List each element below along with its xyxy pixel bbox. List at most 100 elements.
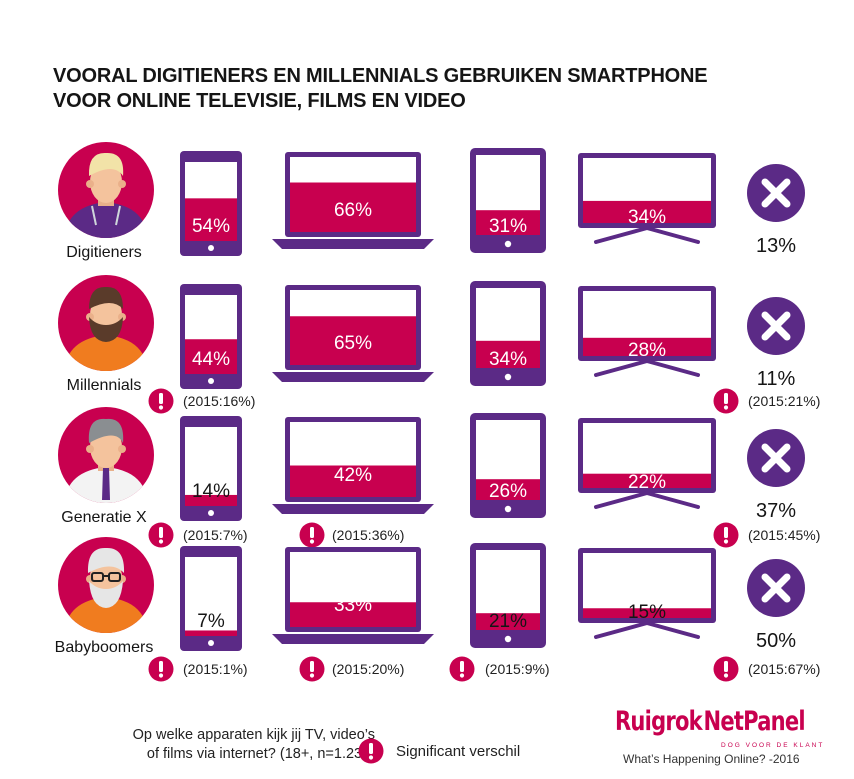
tv-fill xyxy=(583,473,711,488)
tv-value: 28% xyxy=(628,340,666,361)
none-icon xyxy=(747,429,805,487)
laptop-value: 66% xyxy=(334,200,372,221)
significant-difference-icon xyxy=(299,522,325,548)
avatar-genx xyxy=(58,407,154,503)
laptop-fill xyxy=(290,602,416,627)
significant-difference-icon xyxy=(148,388,174,414)
none-value: 13% xyxy=(756,235,796,257)
tv-icon xyxy=(578,548,716,639)
brand-tagline: DOG VOOR DE KLANT xyxy=(721,742,825,749)
tablet-value: 21% xyxy=(489,611,527,632)
comparison-2015: (2015:21%) xyxy=(748,393,820,409)
significant-difference-icon xyxy=(713,522,739,548)
smartphone-icon xyxy=(180,546,242,651)
brand-name-right: NetPanel xyxy=(703,705,805,737)
brand-logo: Ruigrok NetPanel DOG VOOR DE KLANT What’… xyxy=(615,704,837,767)
smartphone-icon xyxy=(180,151,242,256)
laptop-value: 42% xyxy=(334,465,372,486)
smartphone-fill xyxy=(185,494,237,506)
tablet-icon xyxy=(470,543,546,648)
comparison-2015: (2015:9%) xyxy=(485,661,550,677)
avatar-mill xyxy=(58,275,154,371)
chart-title: VOORAL DIGITIENERS EN MILLENNIALS GEBRUI… xyxy=(53,64,813,114)
row-generatie-x: Generatie X 14% 42% 26% 22% 37% (2015:7%) (2015… xyxy=(58,407,820,548)
laptop-icon xyxy=(272,152,434,249)
laptop-icon xyxy=(272,285,434,382)
comparison-2015: (2015:45%) xyxy=(748,527,820,543)
tablet-fill xyxy=(476,613,540,630)
tv-fill xyxy=(583,608,711,618)
significant-difference-icon xyxy=(358,738,384,764)
smartphone-fill xyxy=(185,630,237,636)
tv-value: 15% xyxy=(628,602,666,623)
tablet-fill xyxy=(476,479,540,500)
tv-value: 22% xyxy=(628,472,666,493)
tv-icon xyxy=(578,153,716,244)
none-icon xyxy=(747,297,805,355)
brand-subtitle: What’s Happening Online? -2016 xyxy=(623,752,800,766)
laptop-value: 33% xyxy=(334,595,372,616)
smartphone-value: 44% xyxy=(192,349,230,370)
comparison-2015: (2015:36%) xyxy=(332,527,404,543)
chart-title-line2: VOOR ONLINE TELEVISIE, FILMS EN VIDEO xyxy=(53,90,466,112)
laptop-fill xyxy=(290,316,416,365)
tablet-icon xyxy=(470,281,546,386)
smartphone-fill xyxy=(185,339,237,374)
smartphone-value: 54% xyxy=(192,216,230,237)
laptop-icon xyxy=(272,547,434,644)
comparison-2015: (2015:7%) xyxy=(183,527,248,543)
tv-fill xyxy=(583,337,711,356)
group-label: Babyboomers xyxy=(55,639,154,656)
group-label: Millennials xyxy=(67,377,142,394)
none-value: 11% xyxy=(757,368,796,390)
avatar-digi xyxy=(58,142,154,238)
smartphone-icon xyxy=(180,284,242,389)
comparison-2015: (2015:16%) xyxy=(183,393,255,409)
tablet-icon xyxy=(470,413,546,518)
none-icon xyxy=(747,164,805,222)
smartphone-icon xyxy=(180,416,242,521)
significant-difference-icon xyxy=(148,522,174,548)
legend-label: Significant verschil xyxy=(396,742,521,760)
none-value: 50% xyxy=(756,630,796,652)
group-label: Generatie X xyxy=(61,509,147,526)
brand-name-left: Ruigrok xyxy=(615,705,703,737)
significant-difference-icon xyxy=(148,656,174,682)
significant-difference-icon xyxy=(299,656,325,682)
laptop-icon xyxy=(272,417,434,514)
smartphone-fill xyxy=(185,198,237,241)
none-icon xyxy=(747,559,805,617)
tv-value: 34% xyxy=(628,207,666,228)
comparison-2015: (2015:1%) xyxy=(183,661,248,677)
smartphone-value: 14% xyxy=(192,481,230,502)
tablet-value: 26% xyxy=(489,481,527,502)
avatar-boom xyxy=(58,537,154,633)
tv-fill xyxy=(583,200,711,223)
survey-question: Op welke apparaten kijk jij TV, video’s … xyxy=(55,726,375,764)
tablet-fill xyxy=(476,210,540,235)
row-babyboomers: Babyboomers 7% 33% 21% 15% 50% (2015:1%) (2015:… xyxy=(55,537,820,682)
tablet-icon xyxy=(470,148,546,253)
significant-difference-icon xyxy=(713,388,739,414)
laptop-fill xyxy=(290,465,416,497)
row-millennials: Millennials 44% 65% 34% 28% 11% (2015:16%) (201… xyxy=(58,275,820,414)
laptop-fill xyxy=(290,182,416,232)
significant-difference-icon xyxy=(713,656,739,682)
tv-icon xyxy=(578,418,716,509)
comparison-2015: (2015:20%) xyxy=(332,661,404,677)
none-value: 37% xyxy=(756,500,796,522)
survey-question-line2: of films via internet? (18+, n=1.232) xyxy=(146,746,375,762)
tablet-value: 31% xyxy=(489,216,527,237)
chart-title-line1: VOORAL DIGITIENERS EN MILLENNIALS GEBRUI… xyxy=(53,65,708,87)
laptop-value: 65% xyxy=(334,333,372,354)
survey-question-line1: Op welke apparaten kijk jij TV, video’s xyxy=(132,727,375,743)
comparison-2015: (2015:67%) xyxy=(748,661,820,677)
significant-difference-icon xyxy=(449,656,475,682)
group-label: Digitieners xyxy=(66,244,142,261)
tablet-fill xyxy=(476,340,540,368)
tablet-value: 34% xyxy=(489,349,527,370)
tv-icon xyxy=(578,286,716,377)
smartphone-value: 7% xyxy=(197,611,225,632)
row-digitieners: Digitieners 54% 66% 31% 34% 13% xyxy=(58,142,805,261)
